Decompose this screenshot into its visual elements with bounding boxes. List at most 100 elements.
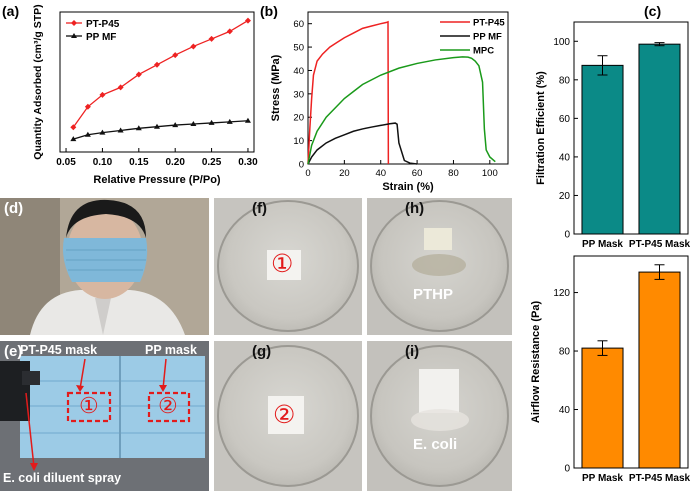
- chart-a-point: [117, 127, 124, 133]
- chart-c-top-ytick-label: 0: [564, 230, 570, 241]
- chart-a-legend-marker: [71, 33, 77, 38]
- chart-b-xtick-label: 40: [375, 168, 386, 179]
- chart-c-bottom-frame: [573, 255, 689, 469]
- photo-dish-i: E. coli (i): [367, 341, 512, 491]
- chart-c-top-ytick-label: 40: [559, 152, 571, 163]
- panel-label-g: (g): [252, 343, 272, 360]
- chart-a-point: [244, 17, 251, 24]
- chart-a-xtick-label: 0.20: [165, 157, 185, 168]
- chart-b-legend-label: MPC: [473, 46, 494, 57]
- chart-a-xlabel: Relative Pressure (P/Po): [93, 174, 221, 186]
- masks-illustration: [0, 341, 209, 491]
- photo-mask-wearer: (d): [0, 198, 209, 335]
- panel-label-c: (c): [644, 3, 661, 19]
- chart-b-xtick-label: 100: [482, 168, 498, 179]
- panel-label-d: (d): [4, 200, 24, 217]
- sample-f: [267, 250, 301, 280]
- chart-a-point: [190, 43, 197, 50]
- chart-c-bottom-bar: [581, 347, 624, 469]
- stain-h: [412, 254, 466, 276]
- chart-c-bottom-ytick-label: 40: [559, 405, 571, 416]
- stain-i: [411, 409, 469, 431]
- chart-b-ytick-label: 30: [293, 89, 304, 100]
- panel-label-f: (f): [252, 200, 267, 217]
- chart-a-point: [135, 71, 142, 78]
- chart-a-point: [172, 122, 179, 128]
- chart-c-top-ytick-label: 80: [559, 75, 571, 86]
- chart-b-series-line: [307, 20, 390, 165]
- chart-a-point: [226, 28, 233, 35]
- circle-two-dish: ②: [273, 401, 296, 429]
- spray-label: E. coli diluent spray: [3, 471, 122, 485]
- sample-h: [424, 228, 452, 250]
- chart-a-point: [99, 129, 106, 135]
- chart-c-top-ytick-label: 20: [559, 191, 571, 202]
- chart-a-point: [226, 118, 233, 124]
- chart-c-top-category-label: PT-P45 Mask: [629, 239, 691, 250]
- chart-c-bottom-category-label: PP Mask: [582, 473, 623, 484]
- chart-a-xtick-label: 0.25: [202, 157, 222, 168]
- chart-a-legend-marker: [71, 20, 77, 26]
- chart-b-ytick-label: 20: [293, 113, 304, 124]
- sample-g: [268, 396, 304, 434]
- chart-c-bottom: 0 40 80 120 PP Mask PT-P45 Mask Airflow Resi…: [530, 255, 691, 484]
- chart-a-point: [84, 103, 91, 110]
- chart-a-series-line: [73, 120, 248, 140]
- chart-a-point: [70, 136, 77, 142]
- chart-b-legend-label: PP MF: [473, 32, 502, 43]
- photo-dish-g: ② (g): [214, 341, 362, 491]
- chart-a-point: [154, 123, 160, 129]
- pthp-label: PTHP: [413, 286, 454, 303]
- chart-c-top: 0 20 40 60 80 100 PP Mask PT-P45 Mask Filtrati…: [535, 21, 691, 250]
- chart-b-frame: [307, 11, 509, 165]
- chart-c-top-category-label: PP Mask: [582, 239, 623, 250]
- chart-a-point: [208, 119, 215, 125]
- chart-b-ylabel: Stress (MPa): [270, 54, 282, 121]
- chart-b-xtick-label: 0: [305, 168, 310, 179]
- chart-a-legend-label: PT-P45: [86, 19, 120, 30]
- chart-c-bottom-ytick-label: 120: [553, 288, 570, 299]
- panel-label-b: (b): [260, 3, 278, 19]
- chart-a-point: [154, 61, 160, 68]
- chart-b-ytick-label: 10: [293, 136, 304, 147]
- chart-a-point: [99, 91, 106, 98]
- chart-a-point: [172, 52, 179, 59]
- photo-dish-f: ① (f): [214, 198, 362, 335]
- chart-b-xtick-label: 80: [448, 168, 459, 179]
- chart-b-ytick-label: 0: [299, 160, 304, 171]
- photo-masks-spray: (e) PT-P45 mask PP mask ① ② E. coli dilu…: [0, 341, 209, 491]
- chart-a-legend-label: PP MF: [86, 32, 116, 43]
- chart-a-point: [70, 124, 77, 131]
- chart-b-xtick-label: 20: [339, 168, 350, 179]
- chart-c-top-ylabel: Filtration Efficient (%): [535, 71, 547, 185]
- chart-c-bottom-ylabel: Airflow Resistance (Pa): [530, 301, 542, 424]
- chart-c-bottom-ytick-label: 0: [564, 464, 570, 475]
- chart-b-ytick-label: 40: [293, 66, 304, 77]
- chart-a-point: [190, 121, 197, 126]
- chart-b-ytick-label: 60: [293, 19, 304, 30]
- chart-a-xtick-label: 0.15: [129, 157, 149, 168]
- panel-label-i: (i): [405, 343, 420, 360]
- chart-a-frame: [59, 11, 255, 153]
- chart-c-bottom-bar: [638, 271, 681, 469]
- circle-two-mask: ②: [158, 393, 178, 418]
- chart-b: 0 20 40 60 80 100 0 10 20 30 40 50 60 PT-P45 PP MF MPC…: [270, 11, 509, 193]
- chart-c-top-bar: [581, 64, 624, 235]
- chart-b-xtick-label: 60: [412, 168, 423, 179]
- photo-dish-h: PTHP (h): [367, 198, 512, 335]
- chart-a-ylabel: Quantity Adsorbed (cm³/g STP): [32, 4, 44, 159]
- circle-one-dish: ①: [271, 250, 294, 278]
- circle-one-mask: ①: [79, 393, 99, 418]
- chart-c-bottom-category-label: PT-P45 Mask: [629, 473, 691, 484]
- chart-a-point: [244, 117, 251, 123]
- pt-p45-mask-label: PT-P45 mask: [20, 343, 98, 357]
- chart-c-top-ytick-label: 100: [553, 37, 570, 48]
- ecoli-label: E. coli: [413, 436, 458, 453]
- chart-a-xtick-label: 0.05: [56, 157, 76, 168]
- chart-c-top-frame: [573, 21, 689, 235]
- chart-a: 0.05 0.10 0.15 0.20 0.25 0.30 PT-P45 PP MF Rel…: [32, 4, 258, 186]
- panel-label-e: (e): [4, 343, 23, 360]
- panel-label-h: (h): [405, 200, 425, 217]
- chart-a-xtick-label: 0.10: [93, 157, 113, 168]
